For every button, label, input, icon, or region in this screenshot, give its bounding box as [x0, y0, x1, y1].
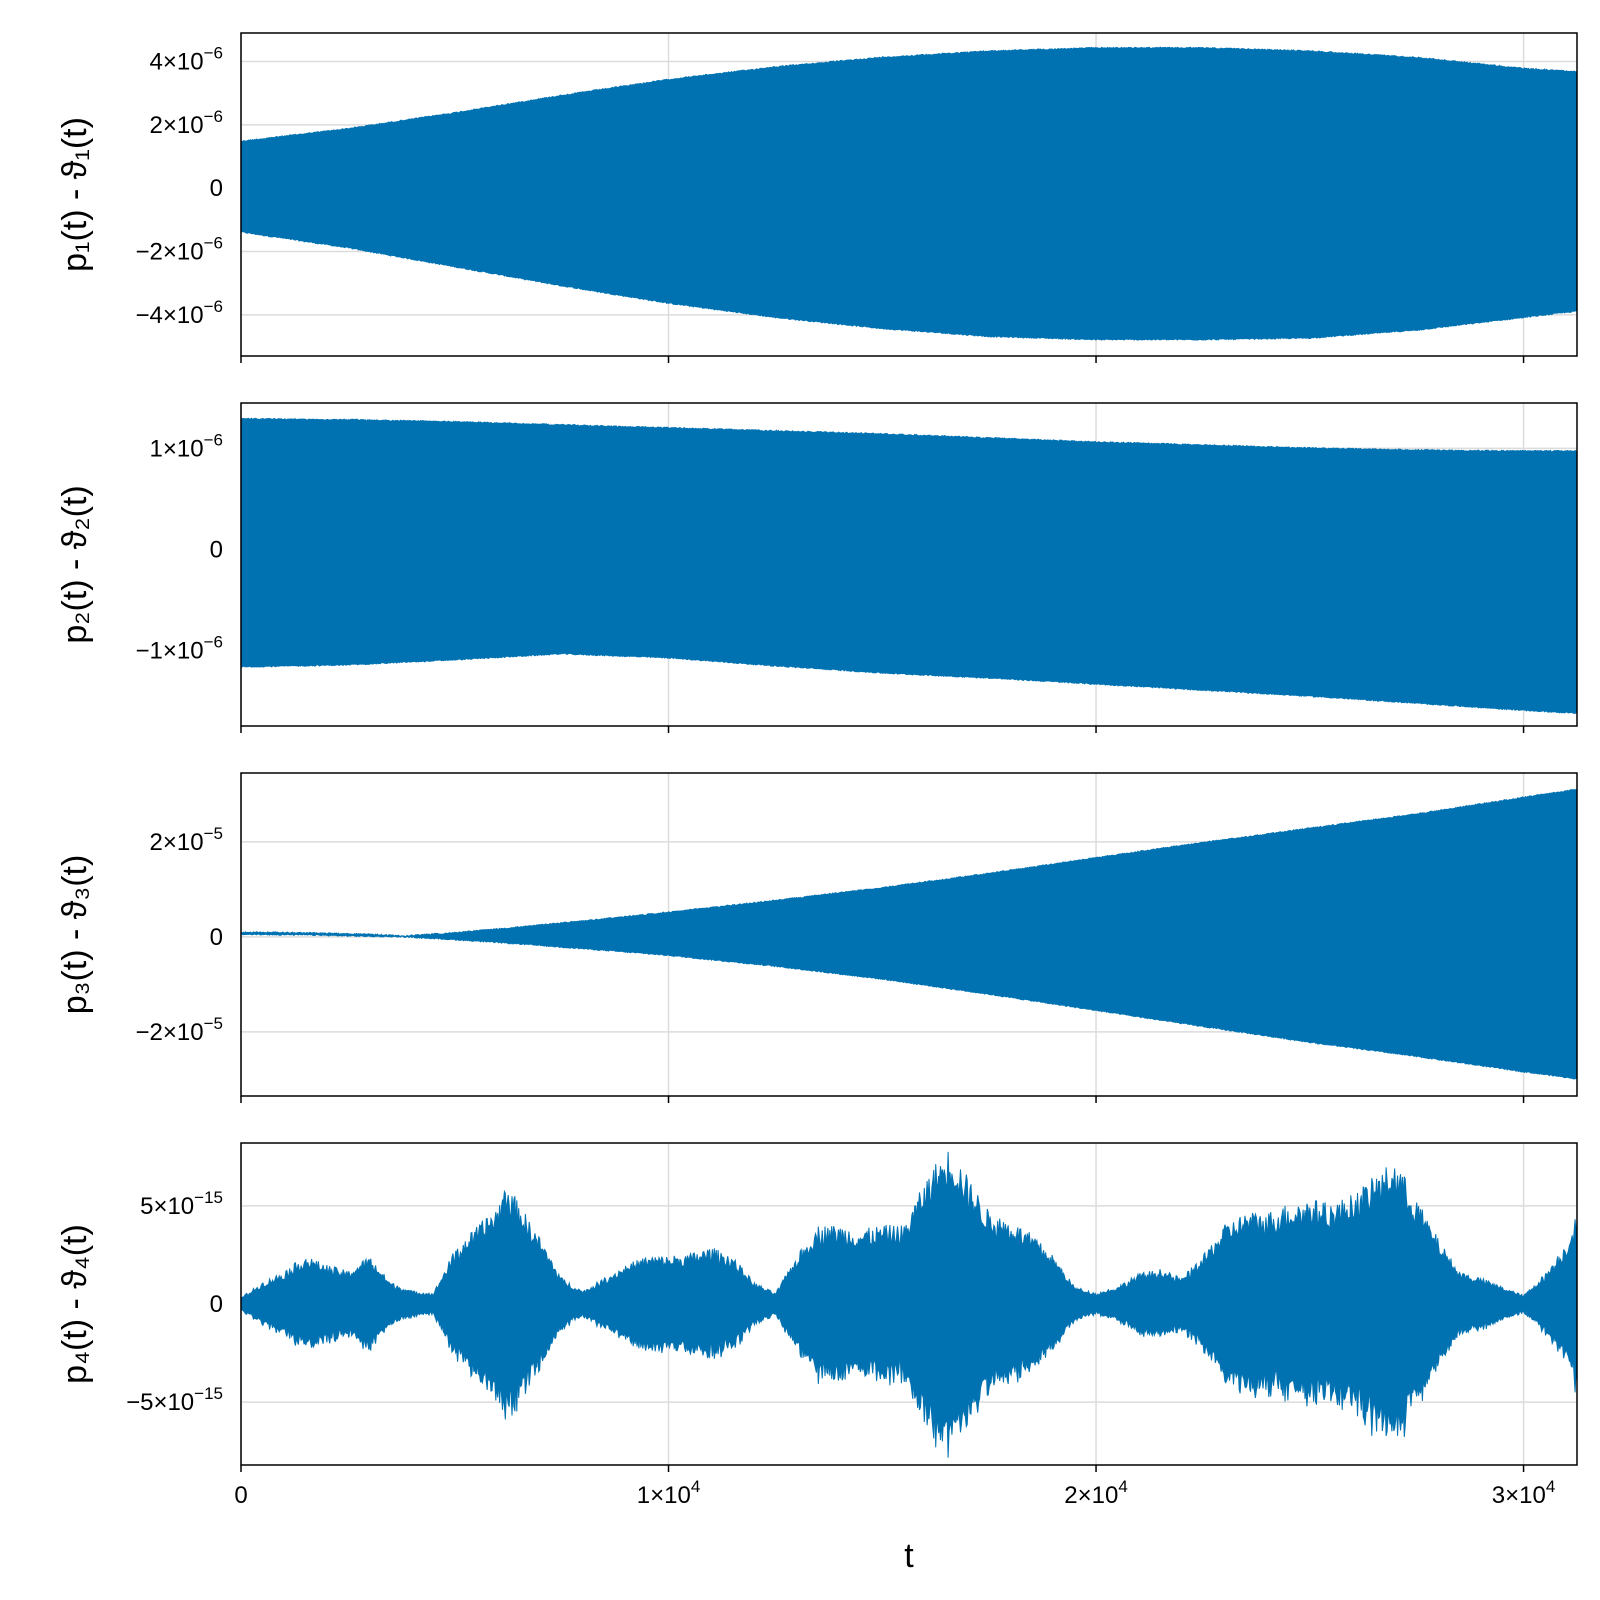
y-tick-label-0-mantissa: 5×10 — [140, 1193, 194, 1220]
y-axis-title-1: p₁(t) - ϑ₁(t) — [56, 117, 94, 272]
x-tick-label-0-mantissa: 0 — [234, 1482, 247, 1509]
y-tick-label-1-mantissa: 2×10 — [150, 112, 204, 139]
y-tick-label-2: −5×10−15 — [126, 1384, 223, 1416]
y-tick-label-4-mantissa: −4×10 — [136, 302, 204, 329]
y-tick-label-3-exponent: −6 — [204, 234, 223, 253]
x-tick-label-3-mantissa: 3×10 — [1492, 1482, 1546, 1509]
x-tick-label-1-exponent: 4 — [691, 1477, 700, 1496]
y-tick-label-1: 2×10−6 — [150, 107, 223, 139]
y-tick-label-0: 1×10−6 — [150, 430, 223, 462]
y-tick-label-1: 0 — [210, 924, 223, 951]
y-tick-label-0: 2×10−5 — [150, 824, 223, 856]
y-axis-title-4: p₄(t) - ϑ₄(t) — [56, 1224, 94, 1384]
y-tick-label-2-exponent: −15 — [194, 1384, 223, 1403]
y-tick-label-3-mantissa: −2×10 — [136, 239, 204, 266]
x-tick-label-3-exponent: 4 — [1546, 1477, 1555, 1496]
panel-3: 2×10−50−2×10−5p₃(t) - ϑ₃(t) — [56, 772, 1578, 1103]
y-tick-label-0-exponent: −6 — [204, 44, 223, 63]
x-tick-label-2: 2×104 — [1064, 1477, 1128, 1509]
x-tick-label-2-mantissa: 2×10 — [1064, 1482, 1118, 1509]
y-tick-label-0-mantissa: 4×10 — [150, 49, 204, 76]
y-tick-label-4: −4×10−6 — [136, 297, 223, 329]
y-tick-label-1: 0 — [210, 1291, 223, 1318]
y-tick-label-1-mantissa: 0 — [210, 924, 223, 951]
y-tick-label-1-mantissa: 0 — [210, 1291, 223, 1318]
y-tick-label-1-mantissa: 0 — [210, 536, 223, 563]
y-axis-title-3: p₃(t) - ϑ₃(t) — [56, 855, 94, 1015]
panel-2: 1×10−60−1×10−6p₂(t) - ϑ₂(t) — [56, 402, 1578, 733]
y-tick-label-0-mantissa: 1×10 — [150, 435, 204, 462]
y-tick-label-2-mantissa: −5×10 — [126, 1389, 194, 1416]
y-tick-label-3: −2×10−6 — [136, 234, 223, 266]
y-tick-label-1-exponent: −6 — [204, 107, 223, 126]
y-tick-label-2-mantissa: −2×10 — [136, 1019, 204, 1046]
plot-frame-4 — [240, 1142, 1578, 1466]
y-tick-label-2-exponent: −5 — [204, 1014, 223, 1033]
y-axis-title-2: p₂(t) - ϑ₂(t) — [56, 485, 94, 643]
series-band-4 — [241, 1151, 1577, 1458]
y-tick-label-2-mantissa: 0 — [210, 175, 223, 202]
y-tick-label-0: 5×10−15 — [140, 1188, 223, 1220]
plot-frame-3 — [240, 772, 1578, 1097]
x-tick-label-0: 0 — [234, 1482, 247, 1509]
y-tick-label-2: 0 — [210, 175, 223, 202]
y-tick-label-0-exponent: −6 — [204, 430, 223, 449]
x-tick-label-2-exponent: 4 — [1118, 1477, 1127, 1496]
y-tick-label-1: 0 — [210, 536, 223, 563]
y-tick-label-0-exponent: −15 — [194, 1188, 223, 1207]
x-tick-label-1: 1×104 — [637, 1477, 701, 1509]
series-band-2 — [241, 417, 1577, 715]
x-tick-label-3: 3×104 — [1492, 1477, 1556, 1509]
series-band-1 — [241, 46, 1577, 341]
plot-frame-1 — [240, 32, 1578, 357]
y-tick-label-0: 4×10−6 — [150, 44, 223, 76]
y-tick-label-0-exponent: −5 — [204, 824, 223, 843]
x-tick-label-1-mantissa: 1×10 — [637, 1482, 691, 1509]
y-tick-label-0-mantissa: 2×10 — [150, 829, 204, 856]
panel-1: 4×10−62×10−60−2×10−6−4×10−6p₁(t) - ϑ₁(t) — [56, 32, 1578, 363]
y-tick-label-2-exponent: −6 — [204, 632, 223, 651]
y-tick-label-2: −1×10−6 — [136, 632, 223, 664]
plot-frame-2 — [240, 402, 1578, 727]
y-tick-label-2: −2×10−5 — [136, 1014, 223, 1046]
y-tick-label-4-exponent: −6 — [204, 297, 223, 316]
x-axis-title: t — [904, 1537, 914, 1575]
series-band-3 — [241, 788, 1577, 1080]
y-tick-label-2-mantissa: −1×10 — [136, 637, 204, 664]
